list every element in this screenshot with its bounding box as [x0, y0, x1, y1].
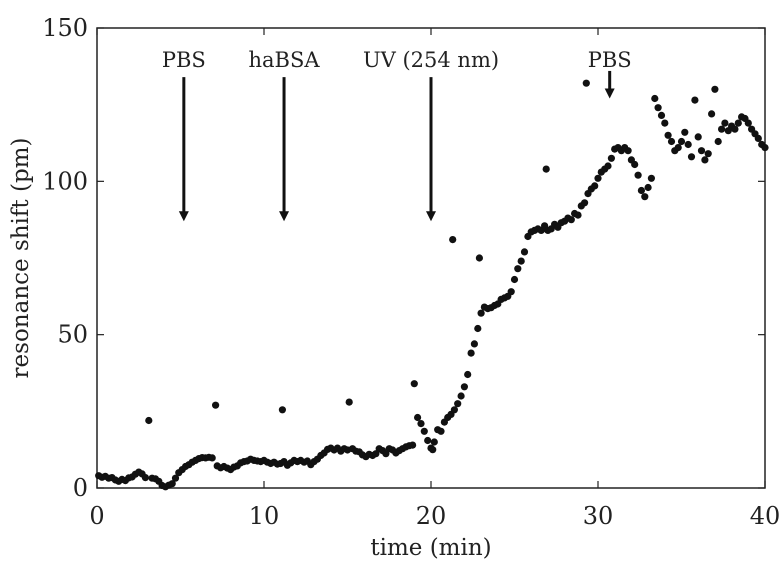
- data-point: [721, 119, 729, 127]
- data-point: [449, 236, 457, 244]
- annotation-arrow-head: [279, 211, 290, 222]
- data-point: [475, 254, 483, 262]
- data-point: [345, 398, 353, 406]
- data-point: [684, 140, 692, 149]
- data-point: [477, 309, 485, 317]
- data-point: [542, 165, 550, 173]
- data-point: [514, 265, 522, 273]
- y-tick-label: 100: [42, 167, 88, 195]
- data-point: [604, 162, 612, 170]
- data-point: [517, 257, 525, 265]
- data-point: [674, 144, 682, 152]
- data-point: [661, 119, 669, 127]
- data-point: [697, 147, 706, 155]
- data-point: [687, 153, 696, 161]
- x-axis-label: time (min): [370, 535, 491, 561]
- annotation-arrow-head: [604, 88, 615, 99]
- data-point: [414, 413, 422, 422]
- data-point: [624, 147, 632, 155]
- data-point: [664, 131, 672, 139]
- y-tick-label: 0: [73, 474, 88, 502]
- x-tick-label: 10: [249, 502, 280, 530]
- data-point: [450, 406, 458, 414]
- y-axis-label: resonance shift (pm): [8, 138, 34, 379]
- data-point: [651, 94, 659, 103]
- data-point: [691, 96, 699, 104]
- data-point: [708, 110, 716, 118]
- data-point: [507, 288, 515, 296]
- data-point: [591, 182, 599, 190]
- data-point: [464, 370, 472, 379]
- data-points: [95, 79, 769, 491]
- data-point: [667, 137, 676, 146]
- axis-ticks: 0 10 20 30 40 0 50 100 150: [42, 14, 780, 530]
- data-point: [410, 380, 418, 388]
- data-point: [654, 104, 662, 112]
- data-point: [171, 474, 180, 482]
- data-point: [474, 324, 482, 333]
- data-point: [744, 119, 752, 127]
- data-point: [581, 199, 589, 207]
- data-point: [510, 275, 519, 284]
- data-point: [731, 125, 739, 133]
- data-point: [647, 174, 656, 182]
- data-point: [714, 137, 722, 146]
- data-point: [168, 480, 176, 488]
- data-point: [567, 216, 575, 224]
- data-point: [430, 438, 438, 446]
- data-point: [704, 150, 712, 158]
- data-point: [574, 211, 582, 219]
- data-point: [141, 474, 149, 482]
- data-point: [594, 174, 602, 182]
- data-point: [718, 125, 726, 133]
- data-point: [657, 111, 666, 119]
- annotation-label: UV (254 nm): [363, 48, 499, 72]
- x-tick-label: 40: [750, 502, 781, 530]
- annotations: PBS haBSA UV (254 nm) PBS: [162, 48, 632, 222]
- annotation-arrow-head: [426, 211, 436, 222]
- data-point: [711, 85, 719, 93]
- data-point: [644, 183, 652, 192]
- data-point: [467, 349, 475, 357]
- data-point: [278, 406, 286, 414]
- data-point: [761, 144, 769, 152]
- data-point: [208, 454, 216, 462]
- data-point: [641, 193, 649, 201]
- annotation-label: PBS: [588, 48, 632, 72]
- data-point: [631, 160, 639, 169]
- x-tick-label: 0: [89, 502, 104, 530]
- data-point: [454, 400, 462, 408]
- data-point: [677, 137, 686, 146]
- y-tick-label: 150: [42, 14, 88, 42]
- y-tick-label: 50: [57, 321, 88, 349]
- data-point: [420, 427, 428, 435]
- data-point: [145, 416, 153, 425]
- data-point: [607, 154, 616, 162]
- data-point: [424, 436, 432, 445]
- data-point: [460, 383, 468, 391]
- data-point: [637, 186, 646, 195]
- annotation-label: haBSA: [249, 48, 321, 72]
- data-point: [212, 401, 220, 409]
- data-point: [417, 420, 425, 428]
- annotation-label: PBS: [162, 48, 206, 72]
- data-point: [701, 156, 709, 164]
- annotation-arrow-head: [178, 211, 189, 222]
- data-point: [457, 392, 465, 400]
- data-point: [634, 171, 642, 179]
- data-point: [470, 340, 478, 348]
- data-point: [681, 128, 689, 136]
- data-point: [409, 441, 417, 449]
- data-point: [429, 446, 437, 454]
- data-point: [582, 79, 590, 87]
- data-point: [694, 133, 702, 141]
- data-point: [734, 119, 742, 127]
- data-point: [437, 427, 445, 435]
- data-point: [754, 134, 762, 142]
- x-tick-label: 30: [583, 502, 614, 530]
- x-tick-label: 20: [416, 502, 447, 530]
- data-point: [520, 248, 529, 256]
